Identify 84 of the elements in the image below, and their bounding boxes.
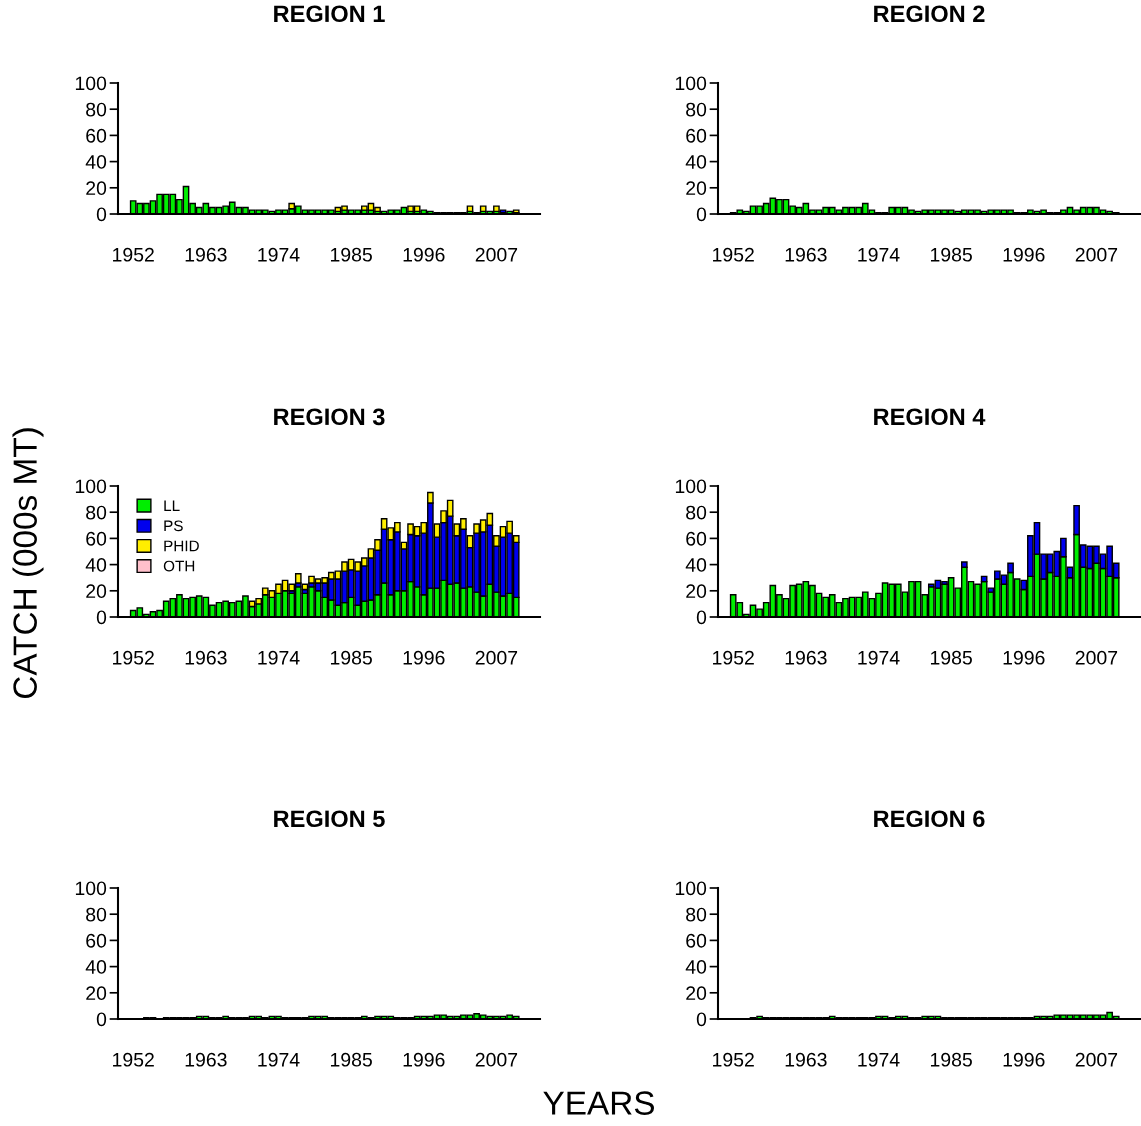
x-tick-label: 1985 — [930, 247, 972, 262]
x-tick-label: 1963 — [185, 650, 227, 665]
legend-label: OTH — [163, 560, 195, 572]
y-tick-label: 0 — [96, 207, 107, 222]
x-tick-label: 1963 — [785, 650, 827, 665]
y-tick-label: 40 — [85, 558, 107, 572]
y-tick-label: 80 — [686, 907, 707, 922]
x-tick-label: 1974 — [858, 1052, 900, 1067]
x-tick-label: 1985 — [330, 1052, 372, 1067]
chart-title: REGION 2 — [874, 5, 985, 23]
y-tick-label: 20 — [686, 986, 707, 1001]
y-tick-label: 60 — [86, 531, 107, 546]
y-tick-label: 40 — [685, 558, 707, 572]
x-tick-label: 1996 — [1003, 1052, 1045, 1067]
y-tick-label: 40 — [85, 155, 107, 169]
y-tick-label: 100 — [75, 76, 107, 91]
x-tick-label: 1952 — [713, 1052, 754, 1067]
y-tick-label: 80 — [686, 102, 707, 117]
x-tick-label: 1952 — [113, 650, 154, 665]
legend-label: PHID — [164, 540, 199, 552]
y-tick-label: 60 — [686, 531, 707, 546]
y-tick-label: 100 — [675, 76, 707, 91]
y-tick-label: 20 — [86, 181, 107, 196]
x-tick-label: 1985 — [930, 1052, 972, 1067]
x-tick-label: 1985 — [330, 247, 372, 262]
y-axis-title: CATCH (000s MT) — [12, 428, 44, 699]
chart-title: REGION 1 — [274, 5, 385, 23]
x-tick-label: 1996 — [1003, 247, 1045, 262]
y-tick-label: 20 — [86, 986, 107, 1001]
y-tick-label: 80 — [686, 505, 707, 520]
x-tick-label: 2007 — [1075, 650, 1118, 665]
y-tick-label: 0 — [696, 610, 707, 625]
x-tick-label: 1952 — [713, 650, 754, 665]
x-tick-label: 1974 — [258, 1052, 300, 1067]
x-tick-label: 1952 — [113, 247, 154, 262]
x-tick-label: 1996 — [1003, 650, 1045, 665]
y-tick-label: 20 — [86, 584, 107, 599]
x-tick-label: 1963 — [185, 247, 227, 262]
y-tick-label: 40 — [85, 960, 107, 974]
y-tick-label: 0 — [696, 1012, 707, 1027]
y-tick-label: 80 — [86, 907, 107, 922]
y-tick-label: 60 — [686, 128, 707, 143]
x-tick-label: 1974 — [258, 247, 300, 262]
y-tick-label: 60 — [86, 128, 107, 143]
y-tick-label: 0 — [696, 207, 707, 222]
y-tick-label: 80 — [86, 102, 107, 117]
y-tick-label: 100 — [75, 881, 107, 896]
chart-title: REGION 6 — [874, 810, 985, 828]
y-tick-label: 80 — [86, 505, 107, 520]
x-tick-label: 1985 — [930, 650, 972, 665]
x-tick-label: 1963 — [785, 1052, 827, 1067]
x-tick-label: 1963 — [785, 247, 827, 262]
x-tick-label: 1996 — [403, 650, 445, 665]
x-tick-label: 1985 — [330, 650, 372, 665]
y-tick-label: 100 — [675, 479, 707, 494]
y-tick-label: 100 — [675, 881, 707, 896]
x-tick-label: 2007 — [1075, 1052, 1118, 1067]
y-tick-label: 60 — [686, 933, 707, 948]
x-tick-label: 1996 — [403, 1052, 445, 1067]
x-tick-label: 1974 — [858, 247, 900, 262]
chart-title: REGION 5 — [274, 810, 385, 828]
y-tick-label: 20 — [686, 584, 707, 599]
y-tick-label: 40 — [685, 155, 707, 169]
y-tick-label: 100 — [75, 479, 107, 494]
y-tick-label: 60 — [86, 933, 107, 948]
chart-title: REGION 3 — [274, 408, 385, 426]
legend-label: LL — [164, 500, 180, 511]
x-tick-label: 1974 — [858, 650, 900, 665]
x-tick-label: 1952 — [713, 247, 754, 262]
x-tick-label: 2007 — [1075, 247, 1118, 262]
chart-title: REGION 4 — [874, 408, 986, 426]
x-axis-title: YEARS — [543, 1091, 654, 1115]
y-tick-label: 40 — [685, 960, 707, 974]
x-tick-label: 2007 — [475, 1052, 518, 1067]
x-tick-label: 1963 — [185, 1052, 227, 1067]
x-tick-label: 2007 — [475, 247, 518, 262]
y-tick-label: 20 — [686, 181, 707, 196]
y-tick-label: 0 — [96, 1012, 107, 1027]
x-tick-label: 2007 — [475, 650, 518, 665]
legend-label: PS — [164, 520, 183, 532]
x-tick-label: 1974 — [258, 650, 300, 665]
x-tick-label: 1996 — [403, 247, 445, 262]
y-tick-label: 0 — [96, 610, 107, 625]
x-tick-label: 1952 — [113, 1052, 154, 1067]
